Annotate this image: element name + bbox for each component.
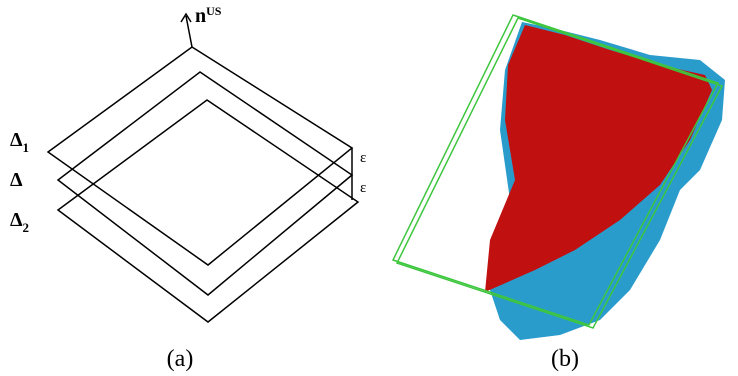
plane-label: Δ2 [10, 209, 29, 235]
plane-base: Δ [10, 209, 23, 231]
epsilon-label: ε [360, 150, 366, 166]
caption: (b) [551, 346, 579, 372]
plane-sub: 1 [23, 140, 30, 155]
normal-sup: US [206, 4, 222, 18]
normal-label: nUS [195, 4, 222, 27]
figure: nUS Δ1 Δ Δ2 ε ε (a) (b) [0, 0, 738, 376]
plane-sub: 2 [23, 220, 30, 235]
normal-arrow [181, 14, 192, 47]
panel-a [48, 14, 358, 322]
panel-b [393, 15, 725, 340]
caption: (a) [167, 346, 194, 372]
normal-base: n [195, 5, 206, 27]
plane-base: Δ [10, 129, 23, 151]
plane-1 [48, 47, 352, 265]
plane-label: Δ1 [10, 129, 29, 155]
epsilon-label: ε [360, 180, 366, 196]
plane-label: Δ [10, 169, 23, 191]
plane-2 [58, 100, 358, 322]
